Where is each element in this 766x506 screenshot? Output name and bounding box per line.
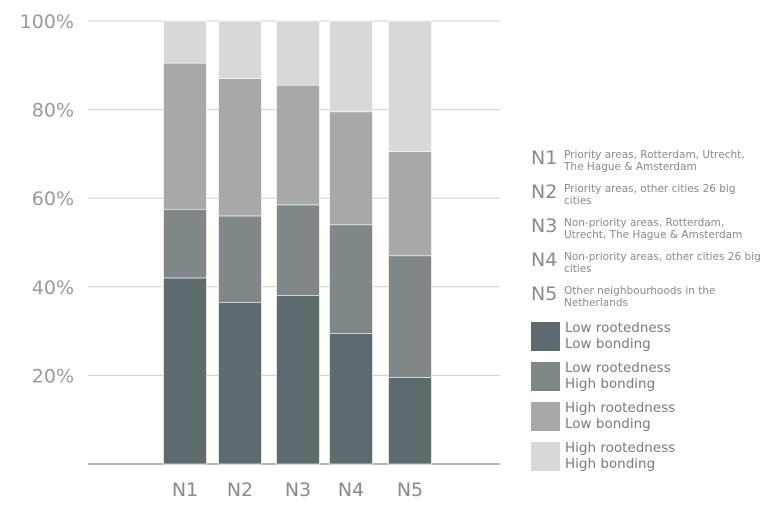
bar-segment-n4-s2 [329,224,373,334]
series-legend: Low rootedness Low bonding Low rootedness… [531,316,761,476]
bar-segment-n4-s3 [329,111,373,226]
legend: N1 Priority areas, Rotterdam, Utrecht, Th… [531,146,761,476]
x-tick-label: N5 [397,479,423,501]
y-tick-label: 20% [32,365,74,387]
bar-segment-n3-s4 [276,20,320,86]
bar-segment-n1-s4 [163,20,207,64]
y-tick-label: 40% [32,277,74,299]
legend-neighbourhood-code: N4 [531,249,558,271]
legend-neighbourhood-item: N3 Non-priority areas, Rotterdam, Utrecht… [531,214,761,248]
legend-neighbourhood-code: N1 [531,147,558,169]
legend-series-item: High rootedness High bonding [531,436,761,476]
legend-neighbourhood-item: N2 Priority areas, other cities 26 big ci… [531,180,761,214]
legend-neighbourhood-description: Non-priority areas, other cities 26 big … [564,251,761,275]
bar-segment-n5-s3 [388,151,432,257]
legend-neighbourhood-description: Other neighbourhoods in the Netherlands [564,285,716,309]
legend-neighbourhood-item: N1 Priority areas, Rotterdam, Utrecht, Th… [531,146,761,180]
bar-segment-n1-s2 [163,208,207,279]
legend-neighbourhood-description: Priority areas, Rotterdam, Utrecht, The … [564,149,745,173]
bar-segment-n1-s1 [163,277,207,465]
legend-series-label: Low rootedness Low bonding [565,320,671,352]
legend-series-item: Low rootedness High bonding [531,356,761,396]
bar-segment-n2-s1 [218,302,262,465]
legend-neighbourhood-code: N2 [531,181,558,203]
legend-swatch [531,401,560,431]
bar-segment-n2-s4 [218,20,262,79]
bar-segment-n1-s3 [163,62,207,210]
legend-swatch [531,361,560,391]
y-axis-ticks: 20% 40% 60% 80% 100% [20,11,74,387]
legend-neighbourhood-item: N5 Other neighbourhoods in the Netherland… [531,282,761,316]
legend-series-item: Low rootedness Low bonding [531,316,761,356]
x-tick-label: N1 [172,479,198,501]
legend-series-label: Low rootedness High bonding [565,360,671,392]
y-tick-label: 60% [32,188,74,210]
legend-series-label: High rootedness Low bonding [565,400,676,432]
bar-segment-n5-s1 [388,377,432,465]
bar-segment-n3-s3 [276,84,320,206]
x-tick-label: N3 [285,479,311,501]
bar-segment-n3-s2 [276,204,320,296]
legend-neighbourhood-code: N3 [531,215,558,237]
legend-series-label: High rootedness High bonding [565,440,676,472]
bar-segment-n5-s2 [388,255,432,378]
x-axis-ticks: N1 N2 N3 N4 N5 [172,479,423,501]
bars [163,20,432,465]
legend-swatch [531,321,560,351]
legend-neighbourhood-description: Non-priority areas, Rotterdam, Utrecht, … [564,217,743,241]
bar-segment-n2-s3 [218,78,262,217]
neighbourhood-legend: N1 Priority areas, Rotterdam, Utrecht, Th… [531,146,761,316]
legend-swatch [531,441,560,471]
bar-segment-n4-s1 [329,333,373,465]
y-tick-label: 80% [32,100,74,122]
y-tick-label: 100% [20,11,74,33]
legend-neighbourhood-code: N5 [531,283,558,305]
bar-segment-n4-s4 [329,20,373,113]
legend-neighbourhood-description: Priority areas, other cities 26 big citi… [564,183,736,207]
x-tick-label: N4 [338,479,364,501]
x-tick-label: N2 [227,479,253,501]
legend-series-item: High rootedness Low bonding [531,396,761,436]
bar-segment-n5-s4 [388,20,432,152]
bar-segment-n2-s2 [218,215,262,303]
bar-segment-n3-s1 [276,295,320,465]
legend-neighbourhood-item: N4 Non-priority areas, other cities 26 bi… [531,248,761,282]
